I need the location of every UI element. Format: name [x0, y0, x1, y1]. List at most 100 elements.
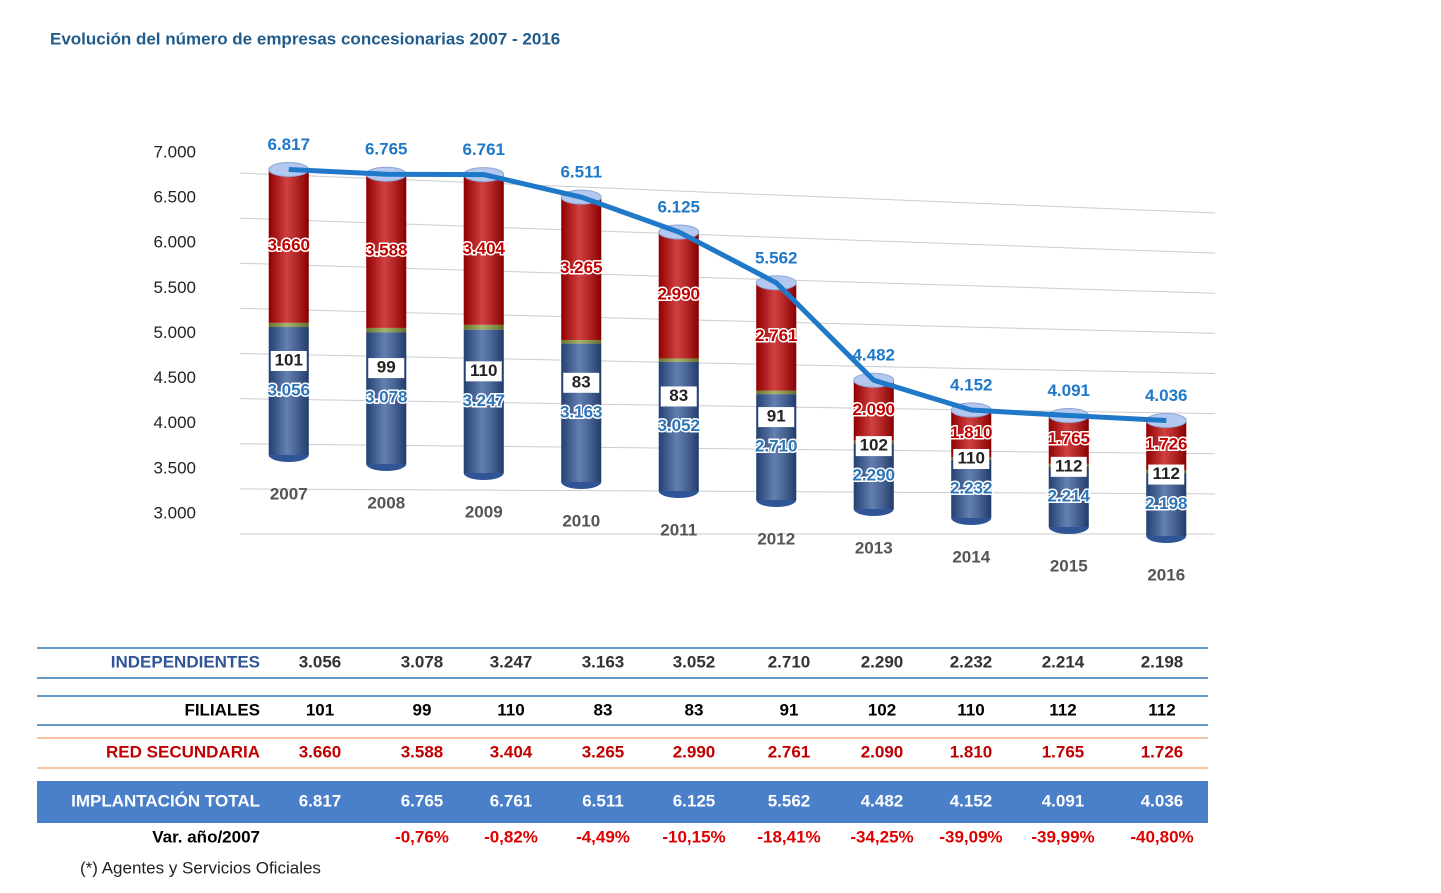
- data-label: 2.090: [852, 400, 895, 419]
- table-cell: 3.265: [582, 742, 625, 761]
- x-tick-label: 2009: [465, 502, 503, 521]
- table-cell: 112: [1148, 700, 1175, 719]
- data-label-box: [270, 351, 307, 372]
- x-tick-label: 2012: [757, 529, 795, 548]
- table-cell: 3.404: [490, 742, 533, 761]
- data-label: 3.588: [365, 241, 408, 260]
- table-cell: 2.290: [861, 652, 904, 671]
- table-cell: 3.163: [582, 652, 625, 671]
- data-label: 4.036: [1145, 386, 1188, 405]
- data-label: 99: [377, 358, 396, 377]
- row-label: FILIALES: [184, 700, 260, 719]
- data-label: 5.562: [755, 248, 798, 267]
- y-tick-label: 6.500: [153, 188, 196, 207]
- x-tick-label: 2013: [855, 538, 893, 557]
- table-cell: -39,99%: [1031, 827, 1094, 846]
- table-cell: 4.091: [1042, 791, 1085, 810]
- footnote: (*) Agentes y Servicios Oficiales: [80, 858, 321, 877]
- table-cell: 5.562: [768, 791, 811, 810]
- data-label: 1.810: [950, 423, 993, 442]
- table-cell: 99: [413, 700, 432, 719]
- data-label: 110: [470, 361, 497, 380]
- total-line: [288, 167, 1167, 423]
- table-cell: -34,25%: [850, 827, 913, 846]
- cylinder-shade: [658, 231, 699, 491]
- table-cell: 110: [497, 700, 524, 719]
- table-cell: 2.198: [1141, 652, 1184, 671]
- data-label: 112: [1055, 456, 1082, 475]
- table-cell: 6.125: [673, 791, 716, 810]
- chart-title: Evolución del número de empresas concesi…: [50, 29, 560, 48]
- cylinder-shade: [463, 174, 504, 473]
- data-label: 2.761: [755, 326, 798, 345]
- table-cell: 110: [957, 700, 984, 719]
- y-tick-label: 5.500: [153, 278, 196, 297]
- table-cell: 3.247: [490, 652, 533, 671]
- table-band: [37, 781, 1208, 823]
- table-cell: 3.052: [673, 652, 716, 671]
- table-cell: 83: [685, 700, 704, 719]
- data-label-box: [465, 361, 502, 382]
- table-cell: 83: [594, 700, 613, 719]
- data-label-box: [1148, 464, 1185, 485]
- data-label: 3.052: [657, 416, 700, 435]
- table-cell: 3.588: [401, 742, 444, 761]
- x-tick-label: 2007: [270, 484, 308, 503]
- x-tick-label: 2008: [367, 493, 405, 512]
- table-cell: 112: [1049, 700, 1076, 719]
- data-label: 1.765: [1047, 429, 1090, 448]
- data-label-box: [368, 358, 405, 379]
- y-tick-label: 3.000: [153, 503, 196, 522]
- data-label: 2.198: [1145, 494, 1188, 513]
- y-tick-label: 6.000: [153, 233, 196, 252]
- table-cell: -18,41%: [757, 827, 820, 846]
- y-tick-label: 4.000: [153, 413, 196, 432]
- data-label: 1.726: [1145, 435, 1188, 454]
- table-cell: 102: [868, 700, 896, 719]
- data-label: 4.152: [950, 376, 993, 395]
- data-label: 83: [572, 372, 591, 391]
- table-cell: 101: [306, 700, 334, 719]
- data-label-box: [1050, 456, 1087, 477]
- table-cell: 3.660: [299, 742, 342, 761]
- table-cell: 2.214: [1042, 652, 1085, 671]
- cylinder-shade: [756, 282, 797, 500]
- data-label: 6.817: [267, 135, 310, 154]
- y-tick-label: 5.000: [153, 323, 196, 342]
- data-label: 6.761: [462, 140, 505, 159]
- data-label: 3.056: [267, 380, 310, 399]
- row-label: IMPLANTACIÓN TOTAL: [71, 791, 260, 810]
- x-tick-label: 2016: [1147, 565, 1185, 584]
- data-label-box: [855, 436, 892, 457]
- table-cell: -4,49%: [576, 827, 630, 846]
- table-cell: 2.090: [861, 742, 904, 761]
- cylinder-shade: [268, 169, 309, 455]
- data-label: 3.404: [462, 239, 505, 258]
- x-tick-label: 2010: [562, 511, 600, 530]
- table-cell: 2.990: [673, 742, 716, 761]
- y-tick-label: 4.500: [153, 368, 196, 387]
- data-label: 101: [275, 350, 303, 369]
- data-label: 2.214: [1047, 486, 1090, 505]
- row-label: INDEPENDIENTES: [111, 652, 260, 671]
- data-label: 2.990: [657, 285, 700, 304]
- table-cell: 2.761: [768, 742, 811, 761]
- table-cell: 2.710: [768, 652, 811, 671]
- table-cell: 3.078: [401, 652, 444, 671]
- table-cell: -40,80%: [1130, 827, 1193, 846]
- table-cell: 6.761: [490, 791, 533, 810]
- data-label-box: [563, 372, 600, 393]
- table-cell: 6.511: [582, 791, 624, 810]
- data-label-box: [758, 407, 795, 428]
- table-cell: -10,15%: [662, 827, 725, 846]
- data-label: 3.265: [560, 258, 603, 277]
- table-cell: -0,76%: [395, 827, 449, 846]
- table-cell: 4.482: [861, 791, 904, 810]
- data-label: 83: [669, 386, 688, 405]
- table-cell: 1.810: [950, 742, 993, 761]
- row-label: Var. año/2007: [152, 827, 260, 846]
- x-tick-label: 2011: [660, 520, 697, 539]
- table-cell: 6.765: [401, 791, 444, 810]
- data-label: 112: [1153, 464, 1180, 483]
